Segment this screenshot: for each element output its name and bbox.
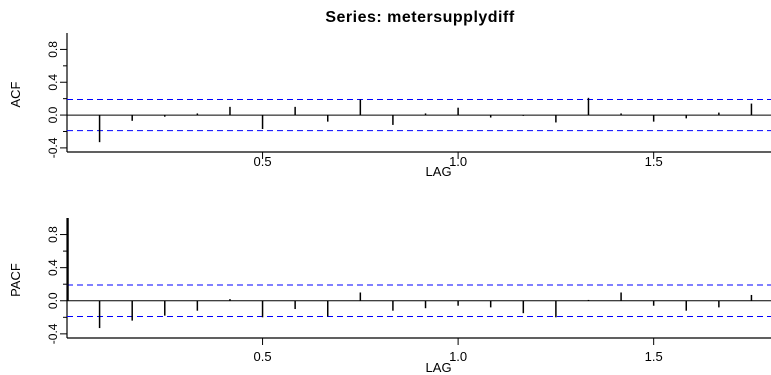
pacf-ytick-label: 0.8 [46,226,60,243]
acf-ytick-label: 0.4 [46,74,60,91]
acf-ytick-label: 0.8 [46,41,60,58]
acf-xtick-label: 1.5 [645,154,663,169]
acf-ylabel: ACF [8,81,23,107]
acf-xtick-label: 1.0 [449,154,467,169]
pacf-ylabel: PACF [8,263,23,297]
pacf-xtick-label: 1.0 [449,349,467,364]
pacf-ytick-label: 0.0 [46,292,60,309]
pacf-xtick-label: 0.5 [254,349,272,364]
acf-ytick-label: -0.4 [46,137,60,158]
acf-ytick-label: 0.0 [46,106,60,123]
pacf-panel: -0.4 0.0 0.4 0.8 PACF 0.5 1.0 1.5 LAG [8,218,771,375]
acf-xtick-label: 0.5 [254,154,272,169]
acf-panel: -0.4 0.0 0.4 0.8 ACF 0.5 1.0 1.5 LAG [8,33,771,179]
pacf-ytick-label: 0.4 [46,259,60,276]
acf-xlabel: LAG [426,164,452,179]
chart-title: Series: metersupplydiff [325,9,515,26]
pacf-xtick-label: 1.5 [645,349,663,364]
pacf-xlabel: LAG [426,360,452,375]
pacf-ytick-label: -0.4 [46,323,60,344]
